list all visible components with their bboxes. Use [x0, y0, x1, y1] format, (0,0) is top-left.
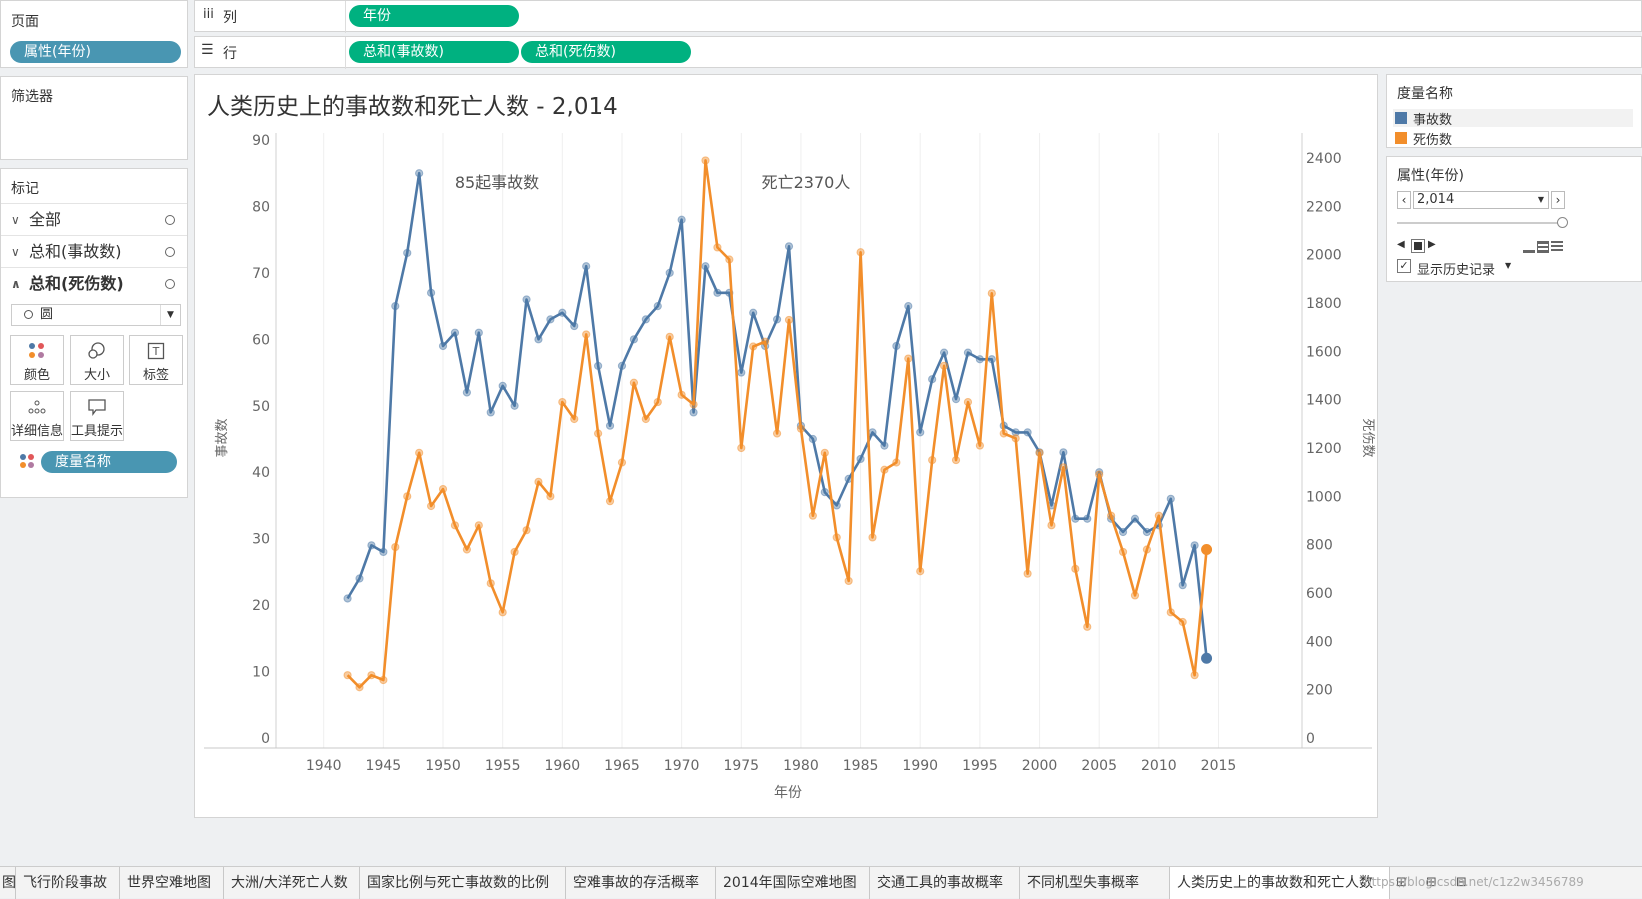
step-forward-button[interactable]: ▶: [1428, 239, 1436, 250]
page-control-title: 属性(年份): [1397, 168, 1464, 184]
mark-type-value: 圆: [40, 307, 54, 322]
legend-swatch: [1395, 132, 1407, 144]
new-sheet-icon[interactable]: ⊞: [1396, 875, 1407, 890]
sheet-tab[interactable]: 不同机型失事概率: [1020, 867, 1170, 899]
pages-title: 页面: [11, 14, 39, 30]
show-history-label: 显示历史记录: [1417, 263, 1496, 278]
marks-accidents[interactable]: ∨ 总和(事故数): [1, 235, 187, 267]
rows-icon: ☰: [201, 42, 214, 58]
speed-fast-icon[interactable]: [1551, 241, 1563, 253]
color-icon: [11, 336, 63, 364]
sheet-tab[interactable]: 飞行阶段事故: [16, 867, 120, 899]
circle-mark-icon: [24, 310, 33, 319]
mark-type-dropdown[interactable]: 圆 ▼: [11, 304, 181, 326]
viz-area: 人类历史上的事故数和死亡人数 - 2,014: [194, 74, 1378, 818]
page-value: 2,014: [1417, 192, 1455, 207]
circle-mark-icon: [165, 279, 175, 289]
marks-title: 标记: [11, 181, 39, 197]
chevron-down-icon: ∨: [11, 213, 20, 227]
page-control: 属性(年份) ‹ 2,014 ▼ › ◀ ▶ ✓ 显示历史记录 ▼: [1386, 156, 1642, 282]
legend-item-casualties[interactable]: 死伤数: [1393, 129, 1633, 148]
marks-all[interactable]: ∨ 全部: [1, 203, 187, 235]
tooltip-icon: [71, 392, 123, 420]
stop-button[interactable]: [1411, 239, 1425, 253]
chevron-up-icon: ∧: [11, 277, 21, 291]
label-label: 标签: [142, 368, 169, 383]
watermark: https://blog.csdn.net/c1z2w3456789: [1364, 875, 1584, 889]
new-dashboard-icon[interactable]: ⊞: [1426, 875, 1437, 890]
sheet-tab[interactable]: 国家比例与死亡事故数的比例: [360, 867, 566, 899]
size-button[interactable]: 大小: [70, 335, 124, 385]
pages-shelf: 页面 属性(年份): [0, 0, 188, 68]
columns-label: 列: [223, 10, 237, 26]
chart-title: 人类历史上的事故数和死亡人数 - 2,014: [207, 94, 618, 120]
rows-pill-accidents[interactable]: 总和(事故数): [349, 41, 519, 63]
step-back-button[interactable]: ◀: [1397, 239, 1405, 250]
show-history-checkbox[interactable]: ✓: [1397, 259, 1411, 273]
next-page-button[interactable]: ›: [1551, 191, 1565, 209]
detail-icon: [11, 392, 63, 420]
chevron-down-icon: ∨: [11, 245, 20, 259]
sheet-tab[interactable]: 图: [0, 867, 16, 899]
marks-casualties-label: 总和(死伤数): [29, 274, 124, 293]
rows-pill-casualties[interactable]: 总和(死伤数): [521, 41, 691, 63]
columns-icon: iii: [203, 7, 214, 22]
detail-label: 详细信息: [11, 424, 64, 439]
sheet-tab[interactable]: 2014年国际空难地图: [716, 867, 870, 899]
legend-swatch: [1395, 112, 1407, 124]
rows-label: 行: [223, 46, 237, 62]
legend-item-accidents[interactable]: 事故数: [1393, 109, 1633, 128]
sheet-tab[interactable]: 大洲/大洋死亡人数: [224, 867, 360, 899]
shelf-divider: [345, 1, 346, 33]
page-value-select[interactable]: 2,014 ▼: [1413, 191, 1549, 209]
circle-mark-icon: [165, 215, 175, 225]
new-story-icon[interactable]: ⊟: [1456, 875, 1467, 890]
marks-card: 标记 ∨ 全部 ∨ 总和(事故数) ∧ 总和(死伤数) 圆 ▼ 颜色 大小 T …: [0, 168, 188, 498]
chevron-down-icon: ▼: [160, 305, 180, 325]
svg-text:T: T: [152, 345, 160, 358]
columns-pill-year[interactable]: 年份: [349, 5, 519, 27]
marks-accidents-label: 总和(事故数): [29, 242, 122, 261]
label-icon: T: [130, 336, 182, 364]
size-icon: [71, 336, 123, 364]
detail-button[interactable]: 详细信息: [10, 391, 64, 441]
circle-mark-icon: [165, 247, 175, 257]
marks-casualties[interactable]: ∧ 总和(死伤数): [1, 267, 187, 299]
color-button[interactable]: 颜色: [10, 335, 64, 385]
chevron-down-icon[interactable]: ▼: [1505, 261, 1512, 270]
chevron-down-icon: ▼: [1537, 195, 1544, 204]
columns-shelf: iii 列 年份: [194, 0, 1642, 33]
filters-shelf[interactable]: 筛选器: [0, 76, 188, 160]
legend-label: 事故数: [1413, 113, 1453, 128]
sheet-tab-active[interactable]: 人类历史上的事故数和死亡人数: [1170, 867, 1390, 899]
pages-pill[interactable]: 属性(年份): [10, 41, 181, 63]
speed-slow-icon[interactable]: [1523, 241, 1535, 253]
color-icon: [19, 453, 35, 473]
page-slider[interactable]: [1397, 222, 1565, 224]
slider-handle[interactable]: [1557, 217, 1568, 228]
tooltip-label: 工具提示: [71, 424, 124, 439]
size-label: 大小: [83, 368, 110, 383]
rows-shelf: ☰ 行 总和(事故数) 总和(死伤数): [194, 36, 1642, 69]
marks-all-label: 全部: [29, 210, 62, 229]
sheet-tab[interactable]: 世界空难地图: [120, 867, 224, 899]
prev-page-button[interactable]: ‹: [1397, 191, 1411, 209]
sheet-tabbar: 图 飞行阶段事故 世界空难地图 大洲/大洋死亡人数 国家比例与死亡事故数的比例 …: [0, 866, 1642, 899]
filters-title: 筛选器: [11, 89, 53, 105]
legend-title: 度量名称: [1397, 86, 1453, 102]
legend-label: 死伤数: [1413, 133, 1453, 148]
sheet-tab[interactable]: 空难事故的存活概率: [566, 867, 716, 899]
shelf-divider: [345, 37, 346, 69]
label-button[interactable]: T 标签: [129, 335, 183, 385]
measure-names-pill[interactable]: 度量名称: [41, 451, 177, 473]
color-label: 颜色: [23, 368, 50, 383]
speed-medium-icon[interactable]: [1537, 241, 1549, 253]
legend-panel: 度量名称 事故数 死伤数: [1386, 74, 1642, 148]
sheet-tab[interactable]: 交通工具的事故概率: [870, 867, 1020, 899]
tooltip-button[interactable]: 工具提示: [70, 391, 124, 441]
